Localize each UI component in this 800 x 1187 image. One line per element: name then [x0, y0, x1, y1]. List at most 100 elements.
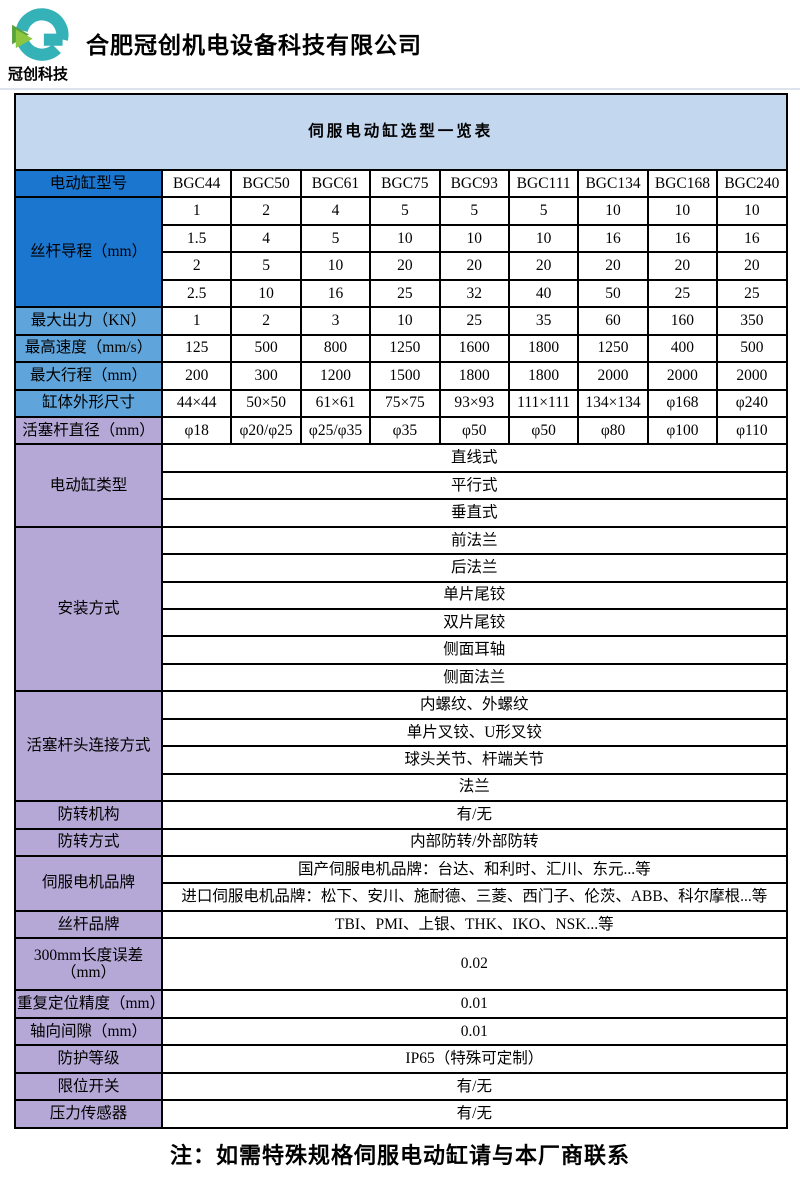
model-cell: BGC240	[716, 168, 788, 199]
lead-screw-row: 丝杆导程（mm） 1 2 4 5 5 5 10 10 10	[14, 196, 788, 309]
spec-cell: 16	[299, 278, 372, 309]
group-row: 进口伺服电机品牌：松下、安川、施耐德、三菱、西门子、伦茨、ABB、科尔摩根...…	[15, 882, 788, 912]
spec-row: 最大行程（mm） 200 300 1200 1500 1800 1800 2000 2000 20…	[14, 361, 788, 391]
row-label: 防转机构	[14, 800, 163, 830]
selection-table: 伺服电动缸选型一览表 电动缸型号 BGC44 BGC50 BGC61 BGC75 BGC93…	[14, 93, 788, 1129]
spec-cell: φ240	[716, 388, 788, 418]
spec-cell: 1500	[369, 361, 441, 391]
spec-cell: 1600	[438, 333, 510, 364]
row-label: 轴向间隙（mm）	[14, 1016, 163, 1047]
logo-subtitle: 冠创科技	[8, 66, 69, 83]
span-cell: 垂直式	[161, 498, 788, 528]
company-name: 合肥冠创机电设备科技有限公司	[86, 32, 422, 58]
span-cell: 单片尾铰	[161, 580, 788, 611]
spec-cell: 125	[160, 333, 233, 364]
spec-cell: φ25/φ35	[299, 415, 372, 446]
spec-cell: 44×44	[160, 388, 233, 418]
spec-cell: 2000	[716, 361, 788, 391]
spec-cell: 200	[160, 361, 233, 391]
spec-cell: 160	[646, 306, 719, 336]
spec-cell: 10	[438, 223, 510, 254]
spec-cell: 111×111	[507, 388, 580, 418]
spec-cell: 500	[716, 333, 788, 364]
spec-cell: 20	[577, 251, 649, 281]
group-row: 轴向间隙（mm） 0.01	[14, 1016, 788, 1047]
spec-cell: 4	[230, 223, 302, 254]
spec-cell: 3	[299, 306, 372, 336]
row-label: 缸体外形尺寸	[14, 388, 163, 418]
spec-cell: 50×50	[230, 388, 302, 418]
model-cell: BGC50	[230, 168, 302, 199]
span-cell: 有/无	[161, 800, 788, 830]
spec-cell: φ50	[507, 415, 580, 446]
group-row: 限位开关 有/无	[14, 1071, 788, 1102]
row-label: 安装方式	[14, 525, 163, 693]
logo-g-bottom-arc	[16, 38, 61, 61]
group-row: 平行式	[15, 470, 788, 501]
span-cell: 前法兰	[161, 525, 788, 556]
spec-cell: 134×134	[577, 388, 649, 418]
span-cell: 后法兰	[161, 553, 788, 583]
spec-cell: φ168	[646, 388, 719, 418]
spec-row: 最大出力（KN） 1 2 3 10 25 35 60 160 350	[14, 306, 788, 336]
spec-cell: 20	[716, 251, 788, 281]
spec-cell: 2	[230, 196, 302, 226]
model-cell: BGC168	[646, 168, 719, 199]
spec-row: 最高速度（mm/s） 125 500 800 1250 1600 1800 1250 400 50…	[14, 333, 788, 364]
spec-cell: 25	[716, 278, 788, 309]
spec-cell: 93×93	[438, 388, 510, 418]
spec-cell: 1200	[299, 361, 372, 391]
spec-cell: 10	[369, 306, 441, 336]
table-title-row: 伺服电动缸选型一览表	[14, 93, 788, 171]
group-row: 垂直式	[15, 498, 788, 528]
spec-cell: 32	[438, 278, 510, 309]
group-row: 防护等级 IP65（特殊可定制）	[14, 1044, 788, 1074]
span-cell: 侧面法兰	[161, 662, 788, 693]
spec-cell: 5	[230, 251, 302, 281]
spec-cell: 1250	[577, 333, 649, 364]
span-cell: 球头关节、杆端关节	[161, 745, 788, 775]
group-row: 伺服电机品牌 国产伺服电机品牌：台达、和利时、汇川、东元...等	[14, 854, 788, 912]
spec-cell: 16	[716, 223, 788, 254]
spec-cell: 25	[438, 306, 510, 336]
span-cell: 平行式	[161, 470, 788, 501]
model-header-row: 电动缸型号 BGC44 BGC50 BGC61 BGC75 BGC93 BGC111 BGC1…	[14, 168, 788, 199]
spec-cell: 10	[299, 251, 372, 281]
row-label: 压力传感器	[14, 1099, 163, 1129]
group-row: 电动缸类型 直线式	[14, 443, 788, 528]
row-label: 活塞杆头连接方式	[14, 690, 163, 803]
span-cell: 进口伺服电机品牌：松下、安川、施耐德、三菱、西门子、伦茨、ABB、科尔摩根...…	[161, 882, 788, 912]
row-label: 300mm长度误差（mm）	[14, 937, 163, 992]
span-cell: 法兰	[161, 772, 788, 803]
spec-cell: 2	[230, 306, 302, 336]
spec-cell: φ35	[369, 415, 441, 446]
group-row: 双片尾铰	[15, 607, 788, 638]
group-row: 侧面耳轴	[15, 635, 788, 665]
spec-cell: 40	[507, 278, 580, 309]
group-row: 300mm长度误差（mm） 0.02	[14, 937, 788, 992]
spec-cell: 60	[577, 306, 649, 336]
table-title: 伺服电动缸选型一览表	[14, 93, 788, 171]
spec-cell: 25	[646, 278, 719, 309]
lead-screw-row: 2 5 10 20 20 20 20 20 20	[15, 251, 788, 281]
spec-cell: 2.5	[160, 278, 233, 309]
model-cell: BGC61	[299, 168, 372, 199]
spec-cell: 1	[160, 196, 233, 226]
row-label: 活塞杆直径（mm）	[14, 415, 163, 446]
model-cell: BGC134	[577, 168, 649, 199]
spec-cell: 500	[230, 333, 302, 364]
spec-cell: 75×75	[369, 388, 441, 418]
model-cell: BGC93	[438, 168, 510, 199]
spec-cell: 61×61	[299, 388, 372, 418]
group-row: 侧面法兰	[15, 662, 788, 693]
spec-cell: 35	[507, 306, 580, 336]
span-cell: 直线式	[161, 443, 788, 473]
spec-cell: 10	[646, 196, 719, 226]
spec-row: 缸体外形尺寸 44×44 50×50 61×61 75×75 93×93 111×111 13…	[14, 388, 788, 418]
spec-cell: 20	[438, 251, 510, 281]
row-label: 丝杆品牌	[14, 909, 163, 940]
span-cell: 侧面耳轴	[161, 635, 788, 665]
group-row: 压力传感器 有/无	[14, 1099, 788, 1129]
spec-cell: 10	[507, 223, 580, 254]
model-header-label: 电动缸型号	[14, 168, 163, 199]
